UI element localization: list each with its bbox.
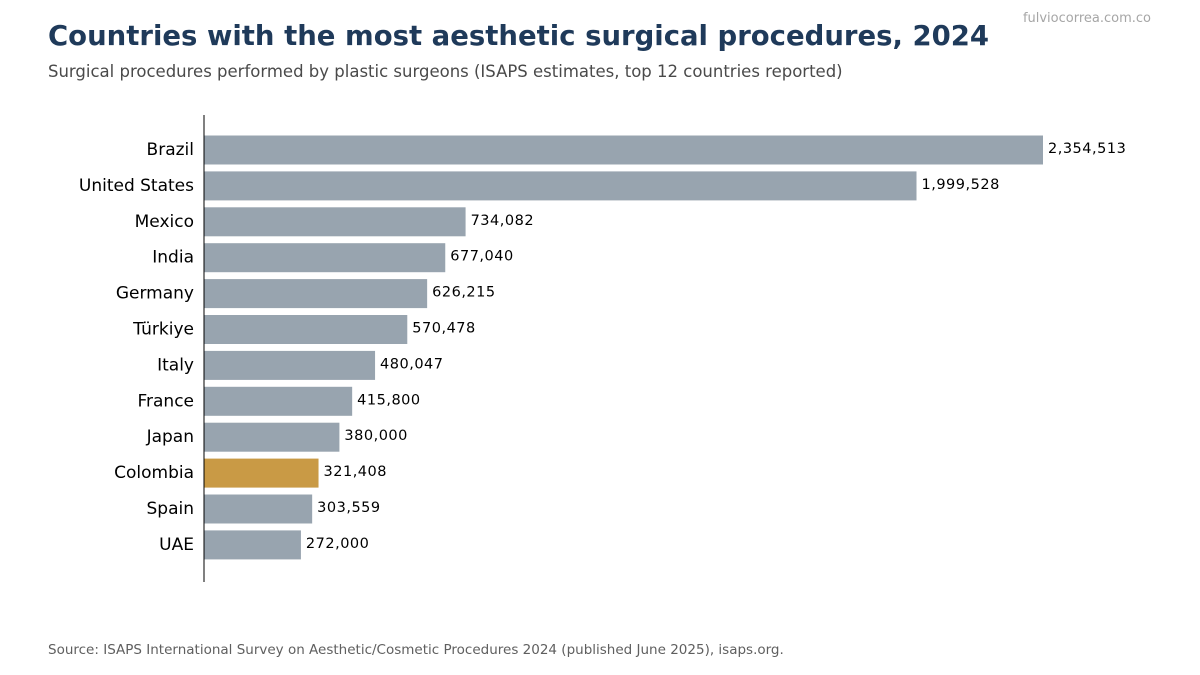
value-label-mexico: 734,082	[471, 213, 534, 229]
bar-colombia	[204, 458, 319, 488]
bar-japan	[204, 422, 340, 452]
value-label-germany: 626,215	[432, 285, 495, 301]
source-note: Source: ISAPS International Survey on Ae…	[48, 642, 784, 658]
category-label-italy: Italy	[157, 355, 194, 375]
watermark: fulviocorrea.com.co	[1022, 11, 1151, 26]
bar-spain	[204, 494, 313, 524]
bar-mexico	[204, 207, 466, 237]
value-label-india: 677,040	[450, 249, 513, 265]
bar-germany	[204, 279, 428, 309]
value-label-t-rkiye: 570,478	[412, 321, 475, 337]
value-label-united-states: 1,999,528	[922, 177, 1000, 193]
value-label-uae: 272,000	[306, 536, 369, 552]
value-label-brazil: 2,354,513	[1048, 141, 1126, 157]
chart-subtitle: Surgical procedures performed by plastic…	[48, 62, 843, 81]
category-label-india: India	[152, 248, 194, 268]
category-label-spain: Spain	[147, 499, 195, 519]
category-label-mexico: Mexico	[135, 212, 194, 232]
category-label-japan: Japan	[146, 427, 194, 447]
category-label-france: France	[137, 391, 194, 411]
category-label-t-rkiye: Türkiye	[132, 320, 194, 340]
category-label-germany: Germany	[116, 284, 194, 304]
category-label-brazil: Brazil	[147, 140, 194, 160]
value-label-italy: 480,047	[380, 356, 443, 372]
bar-uae	[204, 530, 301, 560]
value-label-spain: 303,559	[317, 500, 380, 516]
category-label-united-states: United States	[79, 176, 194, 196]
category-label-colombia: Colombia	[114, 463, 194, 483]
value-label-japan: 380,000	[344, 428, 407, 444]
bar-italy	[204, 350, 376, 380]
bar-france	[204, 386, 353, 416]
bar-india	[204, 243, 446, 273]
category-label-uae: UAE	[159, 535, 194, 555]
bar-t-rkiye	[204, 315, 408, 344]
value-label-france: 415,800	[357, 392, 420, 408]
bar-brazil	[204, 135, 1043, 165]
chart-title: Countries with the most aesthetic surgic…	[48, 20, 990, 52]
value-label-colombia: 321,408	[324, 464, 387, 480]
bar-united-states	[204, 171, 917, 201]
